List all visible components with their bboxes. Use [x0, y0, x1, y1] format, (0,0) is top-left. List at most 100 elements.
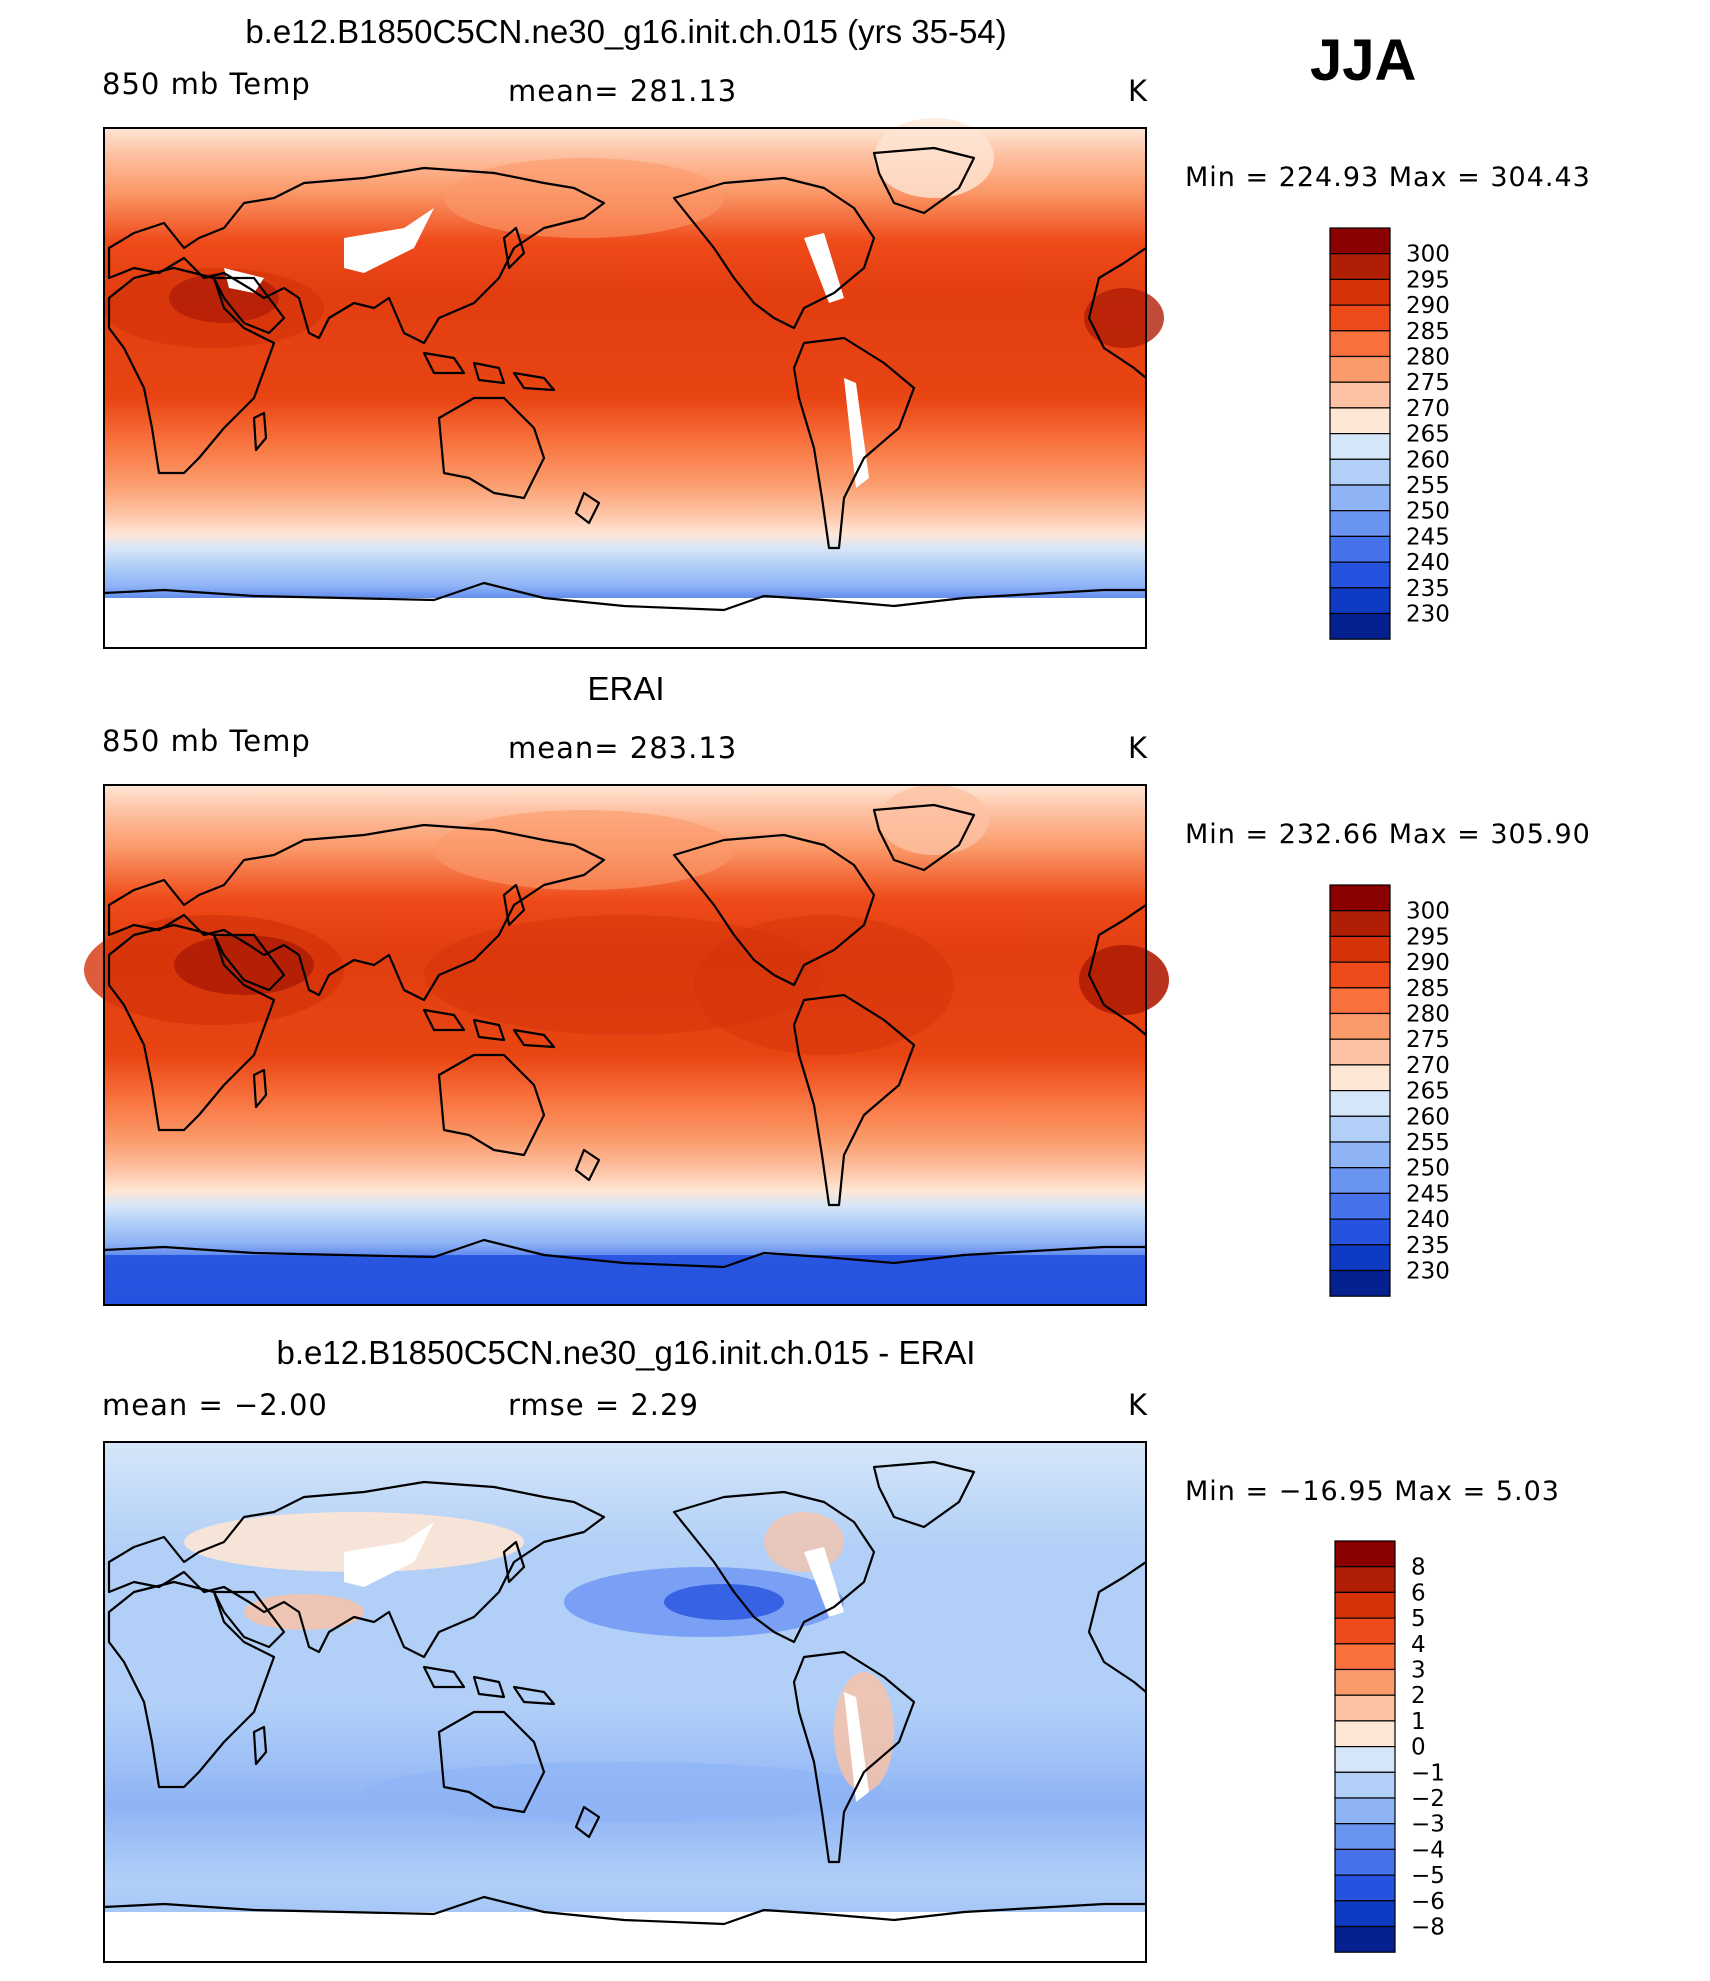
- colorbar-swatch: [1329, 1141, 1391, 1169]
- colorbar-swatch: [1329, 433, 1391, 460]
- colorbar-label: −5: [1411, 1863, 1445, 1889]
- colorbar-swatch: [1329, 1218, 1391, 1246]
- colorbar-swatch: [1329, 304, 1391, 332]
- colorbar-label: 285: [1406, 319, 1450, 345]
- variable-label: 850 mb Temp: [102, 724, 311, 758]
- colorbar-label: −4: [1411, 1837, 1445, 1863]
- colorbar-label: −8: [1411, 1915, 1445, 1941]
- missing-data: [804, 233, 844, 303]
- warm-bias: [244, 1594, 364, 1630]
- colorbar-swatch: [1329, 535, 1391, 563]
- variable-label: 850 mb Temp: [102, 67, 311, 101]
- colorbar-label: 230: [1406, 602, 1450, 628]
- colorbar-label: 245: [1406, 1181, 1450, 1207]
- colorbar-swatch: [1329, 961, 1391, 989]
- colorbar-swatch: [1329, 1269, 1391, 1297]
- map-border: [103, 127, 1147, 649]
- colorbar-label: 0: [1411, 1735, 1426, 1761]
- colorbar-swatch: [1329, 561, 1391, 589]
- colorbar-swatch: [1334, 1925, 1396, 1953]
- warm-core: [1084, 288, 1164, 348]
- warm-bias: [764, 1512, 844, 1572]
- colorbar-swatch: [1334, 1900, 1396, 1928]
- colorbar-label: 235: [1406, 1233, 1450, 1259]
- panel-title: ERAI: [587, 670, 664, 707]
- colorbar-swatch: [1329, 407, 1391, 435]
- colorbar-swatch: [1329, 935, 1391, 963]
- missing-data: [804, 1547, 844, 1617]
- colorbar-swatch: [1334, 1797, 1396, 1825]
- colorbar-swatch: [1334, 1540, 1396, 1568]
- warm-bias: [184, 1512, 524, 1572]
- cool-region: [874, 118, 994, 198]
- colorbar-label: 250: [1406, 1156, 1450, 1182]
- colorbar-swatch: [1329, 484, 1391, 512]
- colorbar-label: 245: [1406, 524, 1450, 550]
- colorbar-label: 265: [1406, 1079, 1450, 1105]
- colorbar-label: 4: [1411, 1632, 1426, 1658]
- colorbar-label: −3: [1411, 1812, 1445, 1838]
- colorbar-swatch: [1334, 1720, 1396, 1748]
- colorbar-label: 280: [1406, 345, 1450, 371]
- cold-bias: [664, 1584, 784, 1620]
- colorbar-swatch: [1329, 458, 1391, 486]
- units-label: K: [1128, 731, 1148, 765]
- colorbar-swatch: [1329, 1064, 1391, 1092]
- panel-title: b.e12.B1850C5CN.ne30_g16.init.ch.015 (yr…: [245, 13, 1006, 50]
- colorbar-label: 6: [1411, 1580, 1426, 1606]
- map-border: [103, 1441, 1147, 1963]
- colorbar-swatch: [1334, 1848, 1396, 1876]
- mean-label: mean= 281.13: [508, 74, 737, 108]
- warm-core: [424, 915, 824, 1035]
- colorbar-label: 280: [1406, 1002, 1450, 1028]
- cool-region: [444, 158, 724, 238]
- colorbar-swatch: [1334, 1694, 1396, 1722]
- colorbar-swatch: [1329, 1012, 1391, 1040]
- mean-diff-label: mean = −2.00: [102, 1388, 328, 1422]
- colorbar-label: 240: [1406, 550, 1450, 576]
- min-max-label: Min = −16.95 Max = 5.03: [1185, 1476, 1560, 1507]
- map-border: [103, 784, 1147, 1306]
- colorbar-swatch: [1329, 1115, 1391, 1143]
- colorbar-label: 1: [1411, 1709, 1426, 1735]
- colorbar-label: 3: [1411, 1658, 1426, 1684]
- missing-data: [344, 208, 434, 273]
- colorbar-label: 265: [1406, 422, 1450, 448]
- colorbar-label: 5: [1411, 1606, 1426, 1632]
- colorbar-swatch: [1334, 1823, 1396, 1851]
- colorbar-swatch: [1329, 910, 1391, 938]
- colorbar-label: 250: [1406, 499, 1450, 525]
- colorbar-label: 230: [1406, 1259, 1450, 1285]
- colorbar-label: 295: [1406, 924, 1450, 950]
- colorbar-swatch: [1329, 1192, 1391, 1220]
- colorbar-swatch: [1334, 1746, 1396, 1773]
- colorbar-swatch: [1329, 355, 1391, 383]
- rmse-label: rmse = 2.29: [508, 1388, 699, 1422]
- map-frame: [84, 784, 1169, 1306]
- colorbar-swatch: [1329, 330, 1391, 358]
- panel-reference: ERAI 850 mb Temp mean= 283.13 K Min = 23…: [84, 670, 1591, 1306]
- colorbar-swatch: [1334, 1617, 1396, 1645]
- colorbar-label: 2: [1411, 1683, 1426, 1709]
- missing-data: [104, 598, 1146, 648]
- colorbar-label: 300: [1406, 242, 1450, 268]
- missing-data: [224, 268, 264, 293]
- colorbar-swatch: [1329, 510, 1391, 538]
- colorbar-swatch: [1329, 381, 1391, 409]
- colorbar-swatch: [1334, 1643, 1396, 1671]
- missing-data: [104, 1912, 1146, 1962]
- colorbar-label: 295: [1406, 267, 1450, 293]
- colorbar-label: −2: [1411, 1786, 1445, 1812]
- colorbar-label: 235: [1406, 576, 1450, 602]
- colorbar-label: 270: [1406, 1053, 1450, 1079]
- colorbar-label: 290: [1406, 293, 1450, 319]
- colorbar-swatch: [1329, 278, 1391, 306]
- colorbar-label: 290: [1406, 950, 1450, 976]
- map-frame: [102, 118, 1164, 649]
- colorbar-label: −6: [1411, 1889, 1445, 1915]
- colorbar-swatch: [1329, 1090, 1391, 1117]
- colorbar-label: 255: [1406, 473, 1450, 499]
- units-label: K: [1128, 1388, 1148, 1422]
- min-max-label: Min = 232.66 Max = 305.90: [1185, 819, 1591, 850]
